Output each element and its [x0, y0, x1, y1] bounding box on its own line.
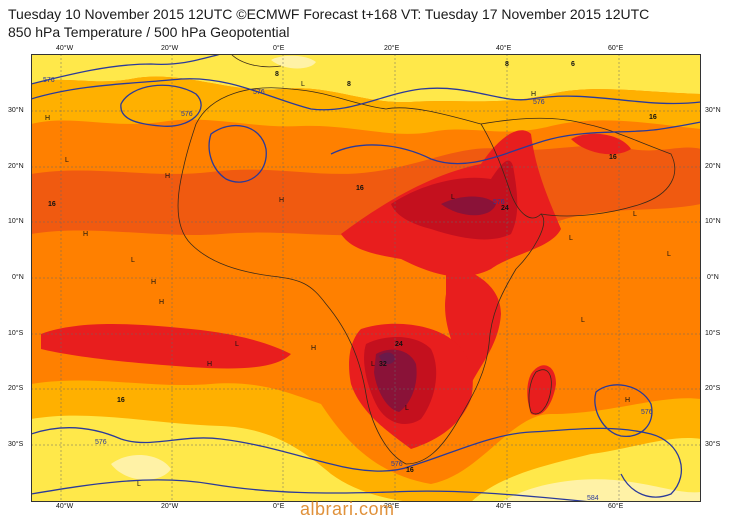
- geo-label-576-b: 576: [181, 111, 193, 118]
- high-mark: H: [45, 115, 50, 122]
- temp-label-8-c: 8: [505, 61, 509, 68]
- lat-tick-right-20n: 20°N: [705, 163, 721, 170]
- iberia-coastline: [230, 54, 282, 68]
- low-mark: L: [65, 157, 69, 164]
- geo-label-576-g: 576: [391, 461, 403, 468]
- low-mark: L: [633, 211, 637, 218]
- temp-label-16-b: 16: [609, 154, 617, 161]
- lon-tick-top-40e: 40°E: [496, 45, 512, 52]
- high-mark: H: [151, 279, 156, 286]
- geo-label-576-a: 576: [43, 77, 55, 84]
- low-mark: L: [451, 194, 455, 201]
- temp-field-yellow-cell-ne: [591, 54, 701, 78]
- low-mark: L: [235, 341, 239, 348]
- temp-field-red-arabia: [571, 133, 631, 155]
- temp-label-6: 6: [571, 61, 575, 68]
- temp-label-16-f: 16: [406, 467, 414, 474]
- temp-field-maroon-south: [374, 349, 417, 412]
- temp-field-yellow-north: [31, 54, 701, 103]
- high-mark: H: [83, 231, 88, 238]
- temp-field-purple-core: [379, 352, 395, 365]
- lat-tick-right-20s: 20°S: [705, 385, 721, 392]
- map-subtitle: 850 hPa Temperature / 500 hPa Geopotenti…: [8, 24, 290, 40]
- lon-tick-bottom-20e: 20°E: [384, 503, 400, 510]
- temp-label-24-a: 24: [501, 205, 509, 212]
- lon-tick-bottom-60e: 60°E: [608, 503, 624, 510]
- low-mark: L: [569, 235, 573, 242]
- lon-tick-bottom-40w: 40°W: [56, 503, 74, 510]
- low-mark: L: [667, 251, 671, 258]
- temp-label-8-b: 8: [347, 81, 351, 88]
- lat-tick-left-20n: 20°N: [8, 163, 24, 170]
- lat-tick-left-0n: 0°N: [12, 274, 24, 281]
- geo-label-576-e: 576: [493, 199, 505, 206]
- high-mark: H: [207, 361, 212, 368]
- geo-label-576-c: 576: [253, 89, 265, 96]
- low-mark: L: [405, 405, 409, 412]
- low-mark: L: [371, 361, 375, 368]
- temp-label-8-a: 8: [275, 71, 279, 78]
- lon-tick-top-60e: 60°E: [608, 45, 624, 52]
- high-mark: H: [159, 299, 164, 306]
- temp-label-16-d: 16: [356, 185, 364, 192]
- lat-tick-left-30s: 30°S: [8, 441, 24, 448]
- temp-label-32: 32: [379, 361, 387, 368]
- low-mark: L: [301, 81, 305, 88]
- lat-tick-right-10n: 10°N: [705, 218, 721, 225]
- madagascar-coastline: [528, 369, 552, 415]
- high-mark: H: [311, 345, 316, 352]
- lat-tick-left-10s: 10°S: [8, 330, 24, 337]
- geo-label-576-f: 576: [95, 439, 107, 446]
- temp-field-red-atlantic: [41, 324, 291, 369]
- temp-field-pale-cell-nw: [271, 55, 316, 69]
- watermark: albrari.com: [300, 499, 395, 519]
- forecast-map: 8 8 8 6 16 16 16 16 16 16 24 24 32 576 5…: [31, 54, 701, 502]
- geopotential-contours: [31, 54, 701, 502]
- high-mark: H: [165, 173, 170, 180]
- temp-field-yellow-south: [31, 415, 411, 502]
- high-mark: H: [279, 197, 284, 204]
- map-frame: [31, 54, 701, 502]
- africa-coastline: [177, 87, 545, 465]
- lon-tick-top-20e: 20°E: [384, 45, 400, 52]
- lat-tick-left-10n: 10°N: [8, 218, 24, 225]
- temp-label-24-b: 24: [395, 341, 403, 348]
- temp-label-16-c: 16: [48, 201, 56, 208]
- lon-tick-top-0e: 0°E: [273, 45, 285, 52]
- geo-label-576-d: 576: [533, 99, 545, 106]
- lon-tick-bottom-40e: 40°E: [496, 503, 512, 510]
- lat-tick-right-30n: 30°N: [705, 107, 721, 114]
- geo-label-576-h: 576: [641, 409, 653, 416]
- geo-label-584: 584: [587, 495, 599, 502]
- temp-field-pale-cell-sw: [111, 454, 171, 480]
- temp-field-maroon-central: [441, 196, 496, 216]
- lon-tick-top-40w: 40°W: [56, 45, 74, 52]
- lon-tick-bottom-20w: 20°W: [161, 503, 179, 510]
- lat-tick-left-20s: 20°S: [8, 385, 24, 392]
- low-mark: L: [137, 481, 141, 488]
- low-mark: L: [581, 317, 585, 324]
- lon-tick-bottom-0e: 0°E: [273, 503, 285, 510]
- low-mark: L: [131, 257, 135, 264]
- temp-label-16-e: 16: [117, 397, 125, 404]
- temp-field-red-madagascar: [527, 365, 556, 415]
- lat-tick-right-10s: 10°S: [705, 330, 721, 337]
- temp-label-16-a: 16: [649, 114, 657, 121]
- arabia-coastline: [480, 117, 676, 217]
- lat-tick-right-30s: 30°S: [705, 441, 721, 448]
- lat-tick-left-30n: 30°N: [8, 107, 24, 114]
- high-mark: H: [531, 91, 536, 98]
- map-title: Tuesday 10 November 2015 12UTC ©ECMWF Fo…: [8, 6, 650, 22]
- high-mark: H: [625, 397, 630, 404]
- lon-tick-top-20w: 20°W: [161, 45, 179, 52]
- lat-tick-right-0n: 0°N: [707, 274, 719, 281]
